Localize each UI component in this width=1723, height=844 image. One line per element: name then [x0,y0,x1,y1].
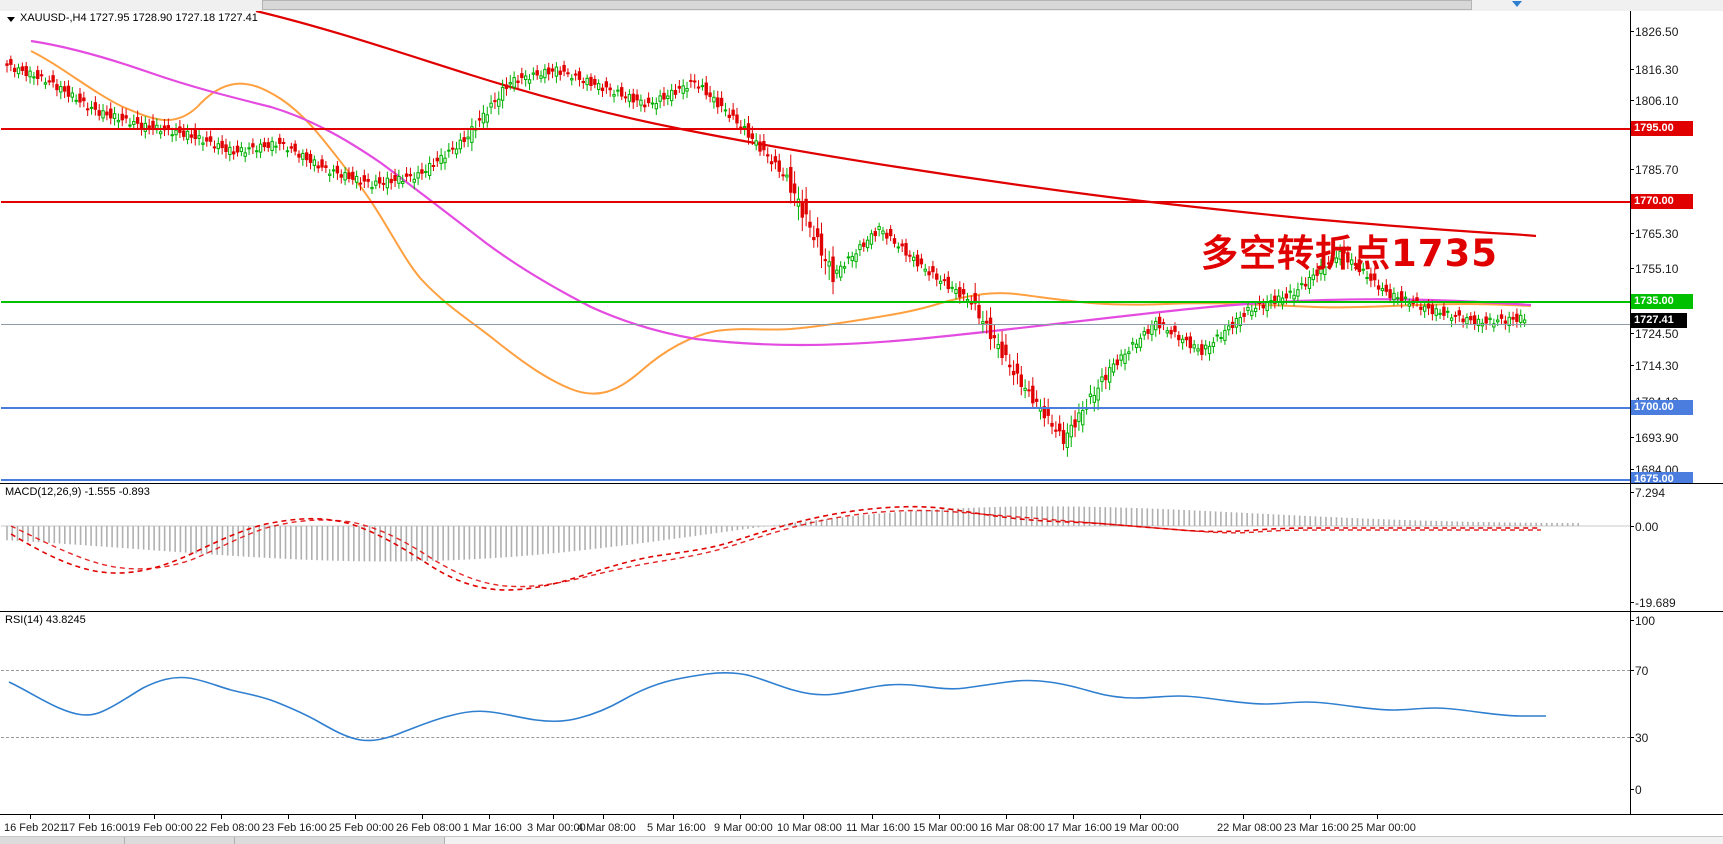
date-axis-label: 10 Mar 08:00 [777,822,842,834]
status-segment [125,837,235,844]
symbol-header-label: XAUUSD-,H4 1727.95 1728.90 1727.18 1727.… [20,12,258,24]
scrollbar-thumb[interactable] [262,0,1472,10]
date-tick [288,815,289,819]
ohlc-candles [5,55,1527,457]
date-axis-label: 19 Feb 00:00 [128,822,193,834]
level-line-1735[interactable] [1,301,1630,303]
price-plot-area[interactable]: 多空转折点1735 [1,11,1630,481]
triangle-down-icon [1512,1,1522,7]
date-tick [1006,815,1007,819]
date-tick [221,815,222,819]
status-bar [0,836,1723,844]
date-axis-label: 23 Mar 16:00 [1284,822,1349,834]
macd-indicator-label[interactable]: MACD(12,26,9) -1.555 -0.893 [5,486,150,498]
price-tick: 1806.10 [1630,94,1679,108]
current-price-tag: 1727.41 [1631,313,1687,328]
date-tick [1243,815,1244,819]
level-line-1675[interactable] [1,479,1630,481]
price-tick: 1714.30 [1630,359,1679,373]
date-tick [30,815,31,819]
date-axis-label: 19 Mar 00:00 [1114,822,1179,834]
date-axis-label: 3 Mar 00:00 [527,822,586,834]
date-axis-label: 17 Feb 16:00 [63,822,128,834]
rsi-indicator-label[interactable]: RSI(14) 43.8245 [5,614,86,626]
macd-tick: -19.689 [1631,596,1676,610]
status-segment [235,837,445,844]
rsi-level-70-line [1,670,1630,671]
level-line-1700[interactable] [1,407,1630,409]
price-tick: 1765.30 [1630,227,1679,241]
price-tick: 1755.10 [1630,262,1679,276]
rsi-tick: 30 [1630,731,1649,745]
level-tag-1795[interactable]: 1795.00 [1631,121,1693,136]
current-price-line [1,324,1630,325]
rsi-plot-area[interactable] [1,612,1630,814]
date-tick [872,815,873,819]
date-tick [489,815,490,819]
date-tick [1310,815,1311,819]
rsi-series [8,671,1546,742]
date-axis-label: 11 Mar 16:00 [846,822,911,834]
date-tick [1073,815,1074,819]
price-tick: 1785.70 [1630,163,1679,177]
level-tag-1770[interactable]: 1770.00 [1631,194,1693,209]
date-axis-label: 16 Mar 08:00 [980,822,1045,834]
date-axis-label: 1 Mar 16:00 [463,822,522,834]
date-tick [939,815,940,819]
date-tick [603,815,604,819]
date-axis-label: 9 Mar 00:00 [714,822,773,834]
macd-tick: 0.00 [1630,520,1659,534]
price-tick: 1816.30 [1630,63,1679,77]
date-tick [1140,815,1141,819]
rsi-tick: 0 [1631,783,1642,797]
date-tick [673,815,674,819]
rsi-scale[interactable]: 100 70 30 0 [1630,612,1723,814]
rsi-level-30-line [1,737,1630,738]
date-axis-label: 23 Feb 16:00 [262,822,327,834]
date-axis-label: 25 Feb 00:00 [329,822,394,834]
date-axis-label: 16 Feb 2021 [4,822,66,834]
date-tick [740,815,741,819]
level-tag-1700[interactable]: 1700.00 [1631,400,1693,415]
level-tag-1735[interactable]: 1735.00 [1631,294,1693,309]
date-axis-label: 17 Mar 16:00 [1047,822,1112,834]
level-line-1770[interactable] [1,201,1630,203]
date-axis-label: 15 Mar 00:00 [913,822,978,834]
price-annotation-text[interactable]: 多空转折点1735 [1201,232,1498,275]
rsi-pane: 100 70 30 0 RSI(14) 43.8245 [0,611,1723,814]
price-tick: 1826.50 [1630,25,1679,39]
price-tick: 1693.90 [1630,431,1679,445]
price-axis-divider [1630,11,1631,814]
status-segment [0,837,125,844]
date-tick [1377,815,1378,819]
date-tick [803,815,804,819]
date-tick [422,815,423,819]
rsi-tick: 70 [1630,664,1649,678]
rsi-tick: 100 [1630,614,1656,628]
date-axis-label: 26 Feb 08:00 [396,822,461,834]
level-line-1795[interactable] [1,128,1630,130]
date-axis-label: 25 Mar 00:00 [1351,822,1416,834]
macd-series [1,505,1630,591]
date-axis-label: 4 Mar 08:00 [577,822,636,834]
date-tick [553,815,554,819]
date-axis-label: 5 Mar 16:00 [647,822,706,834]
macd-tick: 7.294 [1630,486,1666,500]
price-scale[interactable]: 1826.50 1816.30 1806.10 1785.70 1775.50 … [1630,11,1723,487]
price-pane: 多空转折点1735 1826.50 1816.30 1806.10 1785.7… [0,11,1723,487]
date-tick [154,815,155,819]
triangle-down-icon[interactable] [7,17,15,22]
price-tick: 1724.50 [1630,327,1679,341]
date-tick [355,815,356,819]
macd-plot-area[interactable] [1,484,1630,611]
date-axis-label: 22 Mar 08:00 [1217,822,1282,834]
date-tick [89,815,90,819]
macd-scale[interactable]: 7.294 0.00 -19.689 [1630,484,1723,611]
date-axis-label: 22 Feb 08:00 [195,822,260,834]
macd-pane: 7.294 0.00 -19.689 MACD(12,26,9) -1.555 … [0,483,1723,611]
